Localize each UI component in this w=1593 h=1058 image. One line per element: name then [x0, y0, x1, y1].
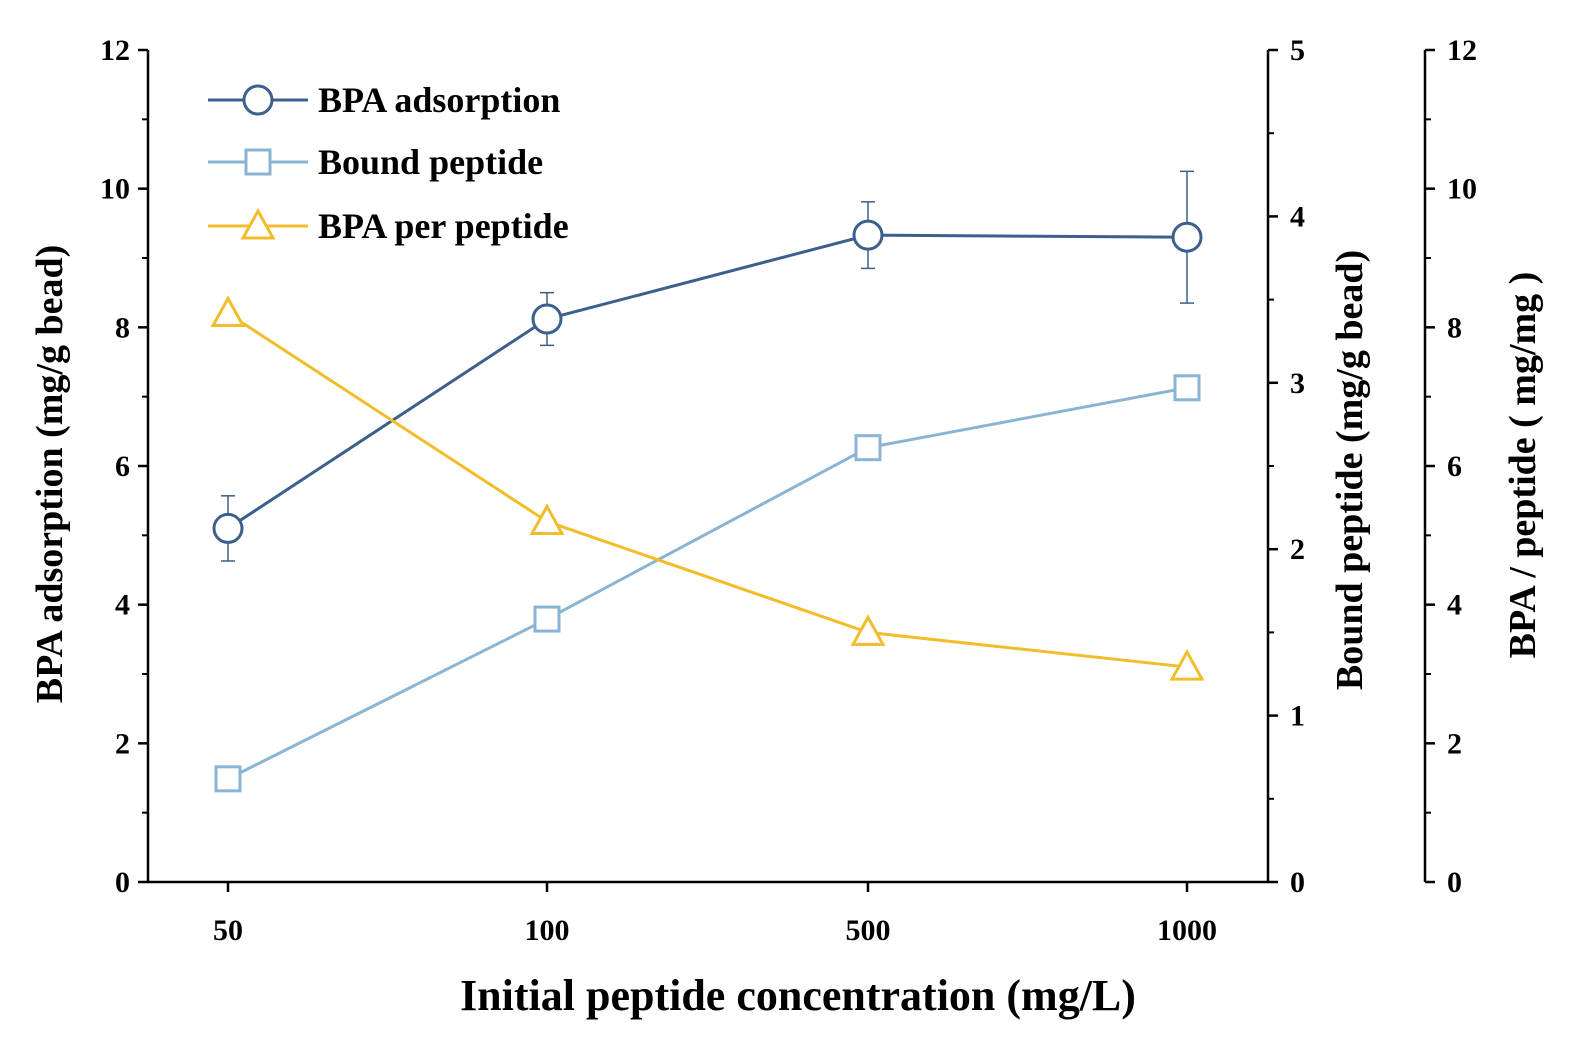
series-layer	[210, 170, 1205, 793]
series-line-bound-peptide	[227, 386, 1188, 781]
data-point-bound-peptide	[854, 434, 882, 462]
data-point-bpa-per-peptide	[850, 614, 886, 646]
right-tick-label: 4	[1290, 200, 1305, 233]
left-tick-label: 6	[115, 450, 130, 483]
right2-tick-label: 12	[1447, 34, 1477, 67]
right2-tick-label: 8	[1447, 311, 1462, 344]
left-tick-label: 12	[100, 34, 130, 67]
right-tick-label: 3	[1290, 367, 1305, 400]
right-tick-label: 5	[1290, 34, 1305, 67]
left-tick-label: 4	[115, 589, 130, 622]
series-bpa-adsorption	[212, 170, 1203, 562]
left-axis-title: BPA adsorption (mg/g bead)	[29, 245, 71, 704]
x-tick-label: 100	[525, 914, 570, 947]
legend-marker	[244, 148, 272, 176]
data-point-bpa-adsorption	[1171, 221, 1203, 253]
left-tick-label: 0	[115, 866, 130, 899]
right2-tick-label: 0	[1447, 866, 1462, 899]
data-point-bpa-per-peptide	[529, 503, 565, 535]
data-point-bpa-adsorption	[852, 219, 884, 251]
right2-tick-label: 10	[1447, 173, 1477, 206]
right2-tick-label: 4	[1447, 589, 1462, 622]
right-tick-label: 1	[1290, 700, 1305, 733]
x-tick-label: 50	[213, 914, 243, 947]
legend-entry-bpa-per-peptide: BPA per peptide	[208, 206, 569, 246]
x-tick-label: 1000	[1157, 914, 1217, 947]
legend-label: Bound peptide	[318, 142, 543, 182]
series-bpa-per-peptide	[210, 295, 1205, 681]
legend-marker	[240, 207, 276, 240]
data-point-bpa-adsorption	[212, 512, 244, 544]
right2-tick-label: 6	[1447, 450, 1462, 483]
right2-tick-label: 2	[1447, 727, 1462, 760]
data-point-bound-peptide	[214, 765, 242, 793]
right2-axis-title: BPA / peptide ( mg/mg )	[1502, 272, 1544, 659]
data-point-bpa-per-peptide	[210, 295, 246, 327]
legend-entry-bound-peptide: Bound peptide	[208, 142, 543, 182]
series-line-bpa-per-peptide	[227, 312, 1188, 669]
data-point-bpa-per-peptide	[1169, 648, 1205, 681]
data-point-bound-peptide	[533, 605, 561, 633]
left-tick-label: 8	[115, 311, 130, 344]
x-axis-title: Initial peptide concentration (mg/L)	[460, 971, 1136, 1020]
left-tick-label: 2	[115, 727, 130, 760]
legend-entry-bpa-adsorption: BPA adsorption	[208, 80, 560, 120]
left-tick-label: 10	[100, 173, 130, 206]
data-point-bpa-adsorption	[531, 303, 563, 335]
right-axis-title: Bound peptide (mg/g bead)	[1329, 250, 1371, 690]
legend-marker	[242, 84, 274, 116]
legend: BPA adsorption Bound peptide BPA per pepti…	[208, 80, 569, 246]
legend-label: BPA per peptide	[318, 206, 569, 246]
right-tick-label: 2	[1290, 533, 1305, 566]
data-point-bound-peptide	[1173, 374, 1201, 402]
legend-label: BPA adsorption	[318, 80, 560, 120]
right-tick-label: 0	[1290, 866, 1305, 899]
x-tick-label: 500	[846, 914, 891, 947]
series-bound-peptide	[214, 374, 1201, 793]
series-line-bpa-adsorption	[227, 233, 1188, 530]
